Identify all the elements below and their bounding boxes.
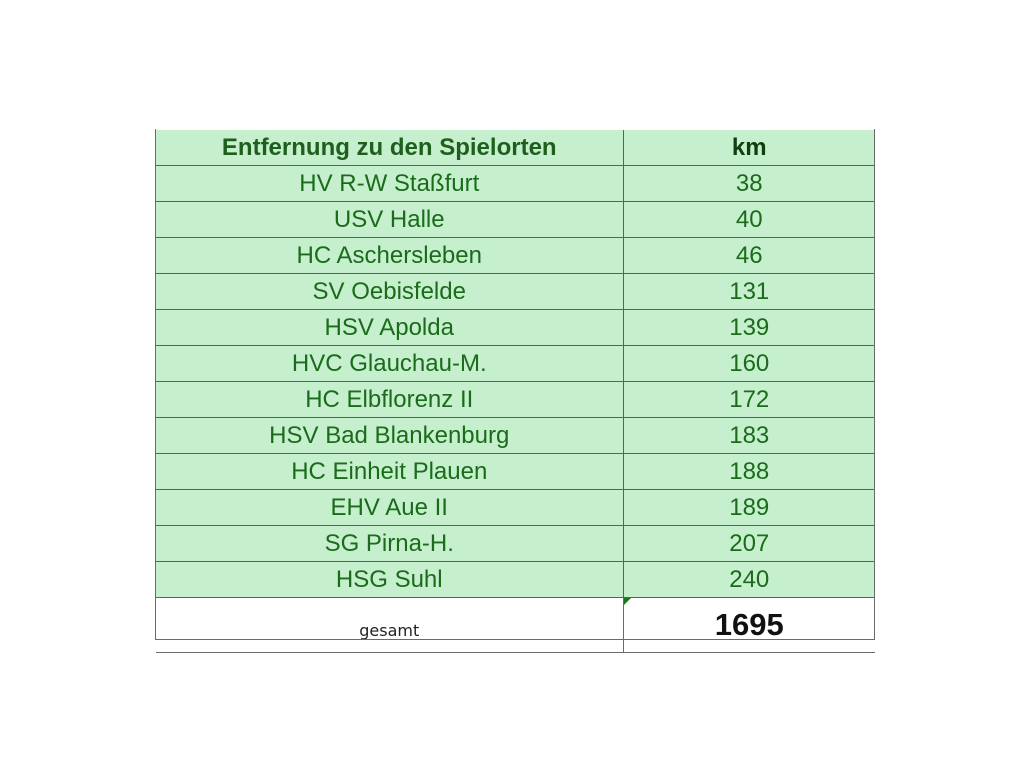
km-cell[interactable]: 183 [623, 417, 875, 454]
venue-name-cell[interactable]: HV R-W Staßfurt [156, 165, 624, 202]
venue-name-cell[interactable]: HC Elbflorenz II [156, 381, 624, 418]
table-row: EHV Aue II 189 [156, 489, 875, 526]
venue-name-cell[interactable]: HSG Suhl [156, 561, 624, 598]
venue-name-cell[interactable]: HC Einheit Plauen [156, 453, 624, 490]
total-label-cell[interactable]: gesamt [156, 597, 624, 653]
table-row: USV Halle 40 [156, 201, 875, 238]
total-value: 1695 [714, 607, 784, 642]
table-row: HC Einheit Plauen 188 [156, 453, 875, 490]
km-cell[interactable]: 139 [623, 309, 875, 346]
km-cell[interactable]: 172 [623, 381, 875, 418]
km-cell[interactable]: 207 [623, 525, 875, 562]
venue-name-cell[interactable]: SG Pirna-H. [156, 525, 624, 562]
venue-name-cell[interactable]: HC Aschersleben [156, 237, 624, 274]
header-km-cell[interactable]: km [623, 130, 875, 166]
table-row: SV Oebisfelde 131 [156, 273, 875, 310]
venue-name-cell[interactable]: HSV Bad Blankenburg [156, 417, 624, 454]
venue-name-cell[interactable]: HSV Apolda [156, 309, 624, 346]
table-row: HSV Apolda 139 [156, 309, 875, 346]
table-row: HV R-W Staßfurt 38 [156, 165, 875, 202]
table-row: HC Elbflorenz II 172 [156, 381, 875, 418]
venue-name-cell[interactable]: EHV Aue II [156, 489, 624, 526]
table-row: HSV Bad Blankenburg 183 [156, 417, 875, 454]
table-row: SG Pirna-H. 207 [156, 525, 875, 562]
km-cell[interactable]: 188 [623, 453, 875, 490]
km-cell[interactable]: 160 [623, 345, 875, 382]
km-cell[interactable]: 40 [623, 201, 875, 238]
km-cell[interactable]: 240 [623, 561, 875, 598]
total-row: gesamt 1695 [156, 597, 875, 653]
km-cell[interactable]: 189 [623, 489, 875, 526]
table-row: HSG Suhl 240 [156, 561, 875, 598]
venue-name-cell[interactable]: USV Halle [156, 201, 624, 238]
distance-table: Entfernung zu den Spielorten km HV R-W S… [156, 130, 875, 653]
km-cell[interactable]: 46 [623, 237, 875, 274]
table-row: HC Aschersleben 46 [156, 237, 875, 274]
total-value-cell[interactable]: 1695 [623, 597, 875, 653]
header-row: Entfernung zu den Spielorten km [156, 130, 875, 166]
venue-name-cell[interactable]: SV Oebisfelde [156, 273, 624, 310]
km-cell[interactable]: 38 [623, 165, 875, 202]
comment-indicator-icon [623, 598, 631, 605]
km-cell[interactable]: 131 [623, 273, 875, 310]
venue-name-cell[interactable]: HVC Glauchau-M. [156, 345, 624, 382]
table-row: HVC Glauchau-M. 160 [156, 345, 875, 382]
header-name-cell[interactable]: Entfernung zu den Spielorten [156, 130, 624, 166]
